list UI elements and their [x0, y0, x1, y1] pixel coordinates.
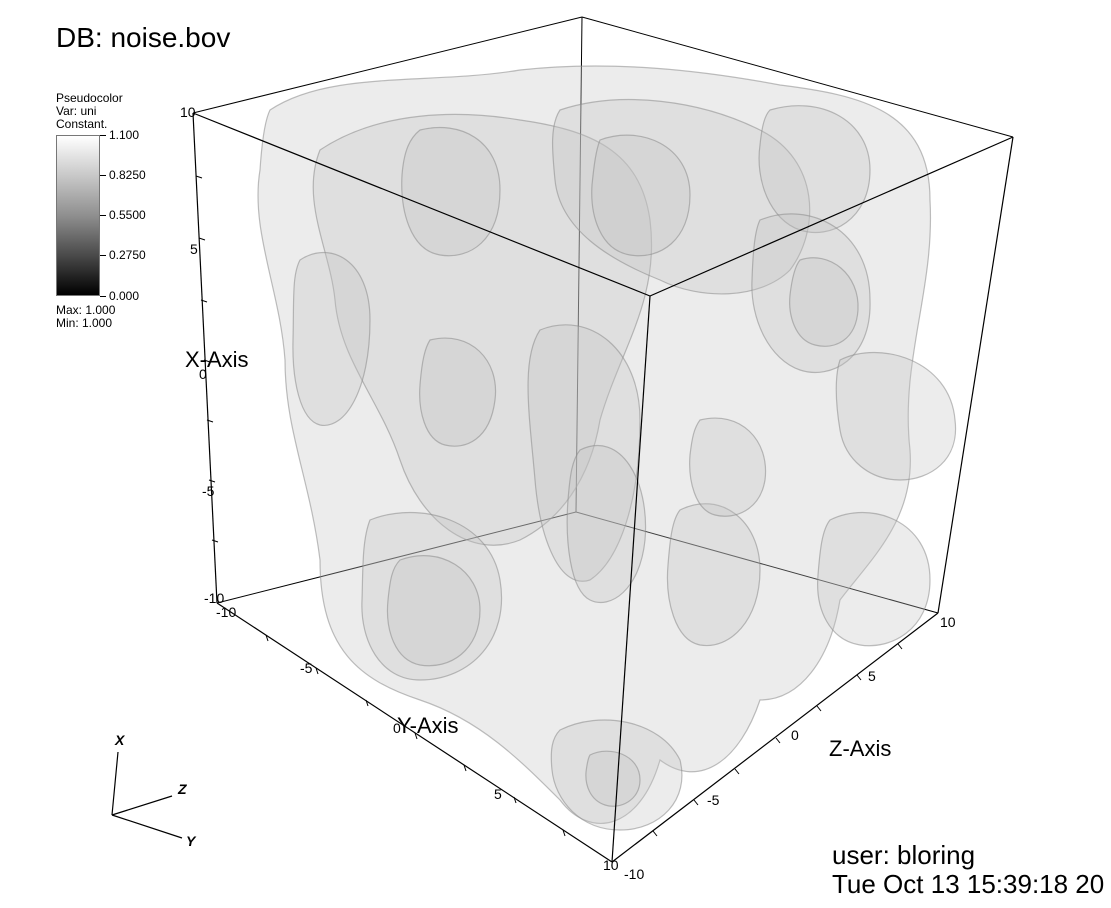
- legend-tick: 0.2750: [100, 248, 146, 262]
- bounding-box-front: [192, 112, 1014, 863]
- isosurface-volume: [257, 65, 957, 831]
- x-tick-label: 10: [180, 104, 196, 120]
- y-tick-label: -5: [300, 660, 313, 676]
- triad-z-label: Z: [178, 781, 187, 797]
- x-tick-label: -10: [204, 590, 225, 606]
- z-tick-label: 5: [868, 668, 876, 684]
- z-tick-label: 10: [940, 614, 956, 630]
- triad-y-label: Y: [186, 833, 196, 849]
- y-tick-label: 0: [393, 720, 401, 736]
- y-tick-label: -10: [216, 604, 237, 620]
- x-tick-label: 5: [190, 241, 198, 257]
- user-info-label: user: bloring: [832, 840, 976, 870]
- triad-x-label: X: [115, 732, 125, 748]
- z-tick-label: -10: [624, 866, 645, 882]
- z-tick-label: -5: [707, 792, 720, 808]
- legend-constant-label: Constant.: [56, 117, 108, 131]
- y-tick-label: 10: [603, 857, 619, 873]
- bounding-box-back: [192, 16, 1014, 614]
- z-axis-title: Z-Axis: [829, 736, 892, 761]
- legend-tick: 0.5500: [100, 208, 146, 222]
- z-tick-label: 0: [791, 727, 799, 743]
- database-label: DB: noise.bov: [56, 22, 231, 53]
- legend-tick-max: 1.100: [100, 128, 139, 142]
- axis-tick-marks: [195, 175, 903, 837]
- timestamp-label: Tue Oct 13 15:39:18 20: [832, 869, 1105, 899]
- legend-tick-min: 0.000: [100, 289, 139, 303]
- legend-plot-type: Pseudocolor: [56, 91, 123, 105]
- x-tick-label: -5: [202, 483, 215, 499]
- y-axis-title: Y-Axis: [397, 713, 459, 738]
- x-axis-title: X-Axis: [185, 347, 249, 372]
- y-tick-label: 5: [494, 786, 502, 802]
- legend-tick: 0.8250: [100, 168, 146, 182]
- legend-var-label: Var: uni: [56, 104, 97, 118]
- x-tick-label: 0: [199, 366, 207, 382]
- orientation-triad: [111, 751, 183, 839]
- legend-min-value: Min: 1.000: [56, 316, 113, 330]
- legend-color-bar: [56, 135, 100, 296]
- legend-max-value: Max: 1.000: [56, 303, 116, 317]
